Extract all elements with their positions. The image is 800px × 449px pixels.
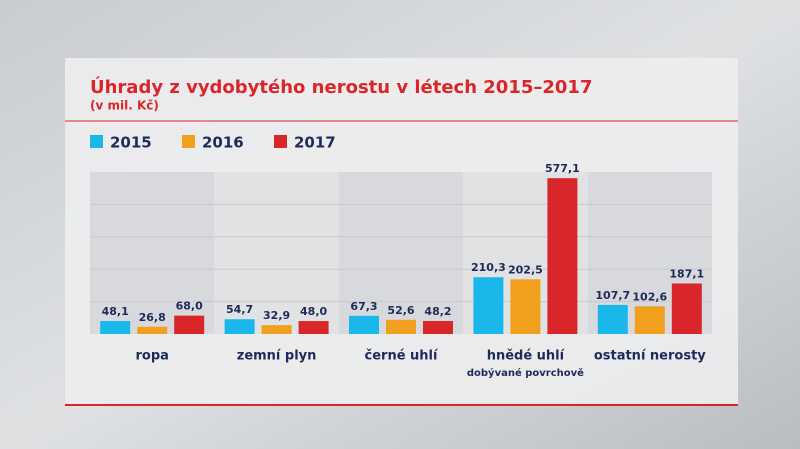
- value-label: 210,3: [471, 261, 506, 274]
- value-label: 67,3: [350, 300, 377, 313]
- x-tick-label: hnědé uhlí: [487, 349, 566, 364]
- value-label: 102,6: [632, 290, 667, 303]
- bar: [547, 178, 578, 334]
- x-tick-label: ostatní nerosty: [594, 349, 706, 364]
- value-label: 52,6: [387, 304, 414, 317]
- legend-swatch: [90, 135, 103, 148]
- bar: [510, 279, 541, 334]
- bar: [634, 306, 665, 334]
- legend-swatch: [182, 135, 195, 148]
- bar: [137, 326, 168, 334]
- legend-label: 2016: [202, 134, 244, 152]
- bar: [224, 319, 255, 334]
- bar: [174, 315, 205, 334]
- value-label: 26,8: [139, 311, 166, 324]
- bar: [261, 325, 292, 334]
- x-tick-label: černé uhlí: [365, 349, 439, 364]
- chart-subtitle: (v mil. Kč): [90, 99, 159, 113]
- legend-swatch: [274, 135, 287, 148]
- legend-label: 2017: [294, 134, 336, 152]
- value-label: 68,0: [176, 300, 203, 313]
- bar: [671, 283, 702, 334]
- value-label: 48,0: [300, 305, 327, 318]
- value-label: 187,1: [669, 267, 704, 280]
- bar: [100, 321, 131, 334]
- legend-label: 2015: [110, 134, 152, 152]
- value-label: 48,1: [102, 305, 129, 318]
- value-label: 107,7: [595, 289, 630, 302]
- chart-title: Úhrady z vydobytého nerostu v létech 201…: [90, 76, 592, 98]
- category-band: [338, 172, 464, 334]
- value-label: 32,9: [263, 309, 290, 322]
- x-tick-label: ropa: [135, 349, 168, 364]
- value-label: 54,7: [226, 303, 253, 316]
- bar: [473, 277, 504, 334]
- category-band: [214, 172, 339, 334]
- x-tick-sublabel: dobývané povrchově: [467, 367, 584, 379]
- bar: [386, 319, 416, 334]
- value-label: 577,1: [545, 162, 580, 175]
- category-band: [90, 172, 215, 334]
- bar: [597, 304, 628, 334]
- bar: [298, 321, 329, 334]
- value-label: 48,2: [424, 305, 451, 318]
- bar: [423, 320, 453, 334]
- bar: [349, 315, 379, 334]
- value-label: 202,5: [508, 263, 543, 276]
- x-tick-label: zemní plyn: [237, 349, 317, 364]
